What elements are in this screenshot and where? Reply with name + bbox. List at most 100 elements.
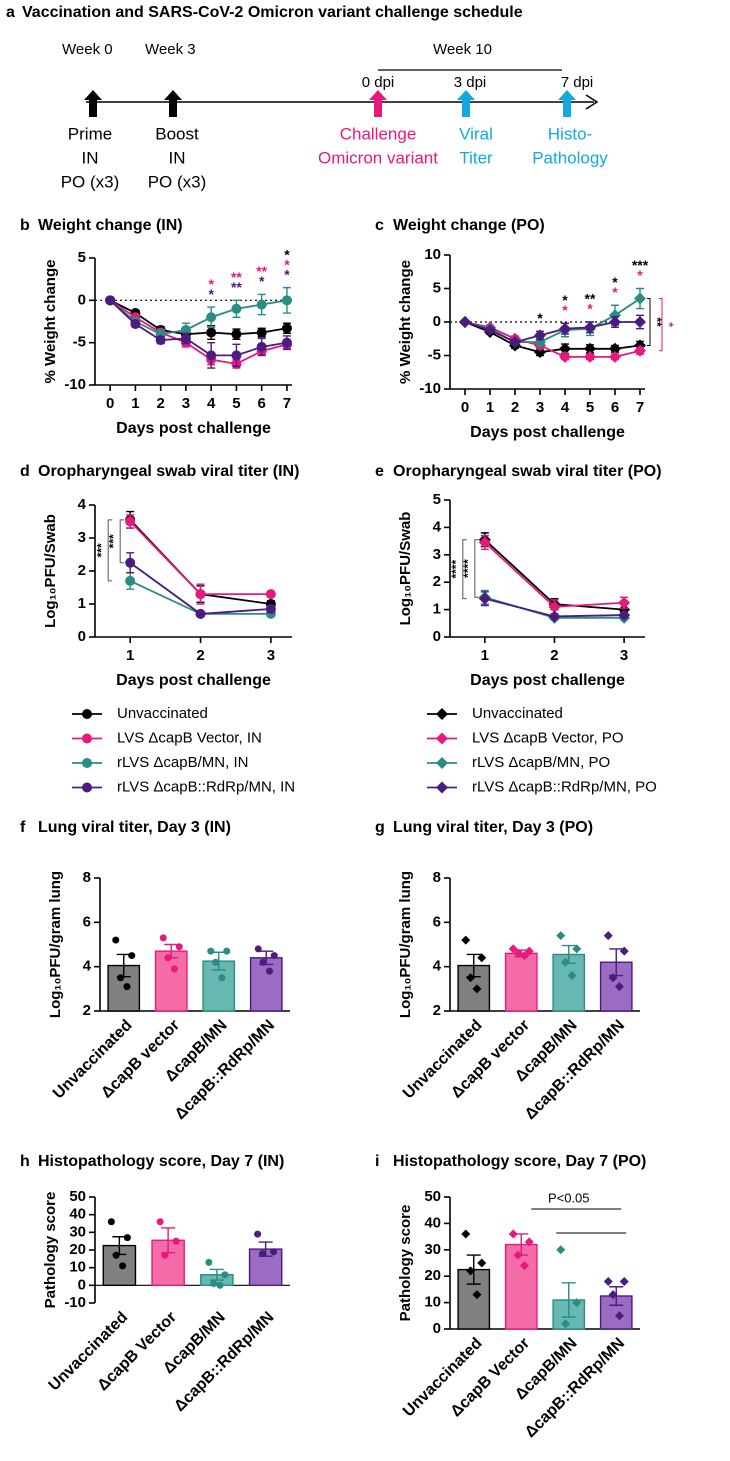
y-tick-label: 1 — [433, 601, 441, 618]
marker — [82, 782, 92, 793]
significance: * — [208, 286, 214, 302]
y-axis-label: Log₁₀PFU/gram lung — [47, 871, 64, 1018]
panel-letter: d — [20, 463, 30, 480]
y-tick-label: 50 — [69, 1188, 86, 1205]
y-tick-label: 2 — [78, 562, 86, 579]
y-tick-label: 4 — [433, 958, 442, 975]
y-tick-label: -10 — [64, 1294, 86, 1311]
arrow — [84, 90, 102, 117]
marker — [603, 931, 613, 941]
significance: * — [259, 273, 265, 289]
week-label: Week 10 — [433, 41, 492, 58]
marker — [556, 1245, 566, 1255]
significance: ** — [231, 279, 242, 295]
marker — [218, 974, 226, 982]
y-tick-label: 2 — [83, 1002, 91, 1019]
marker — [172, 1237, 180, 1245]
marker — [231, 329, 242, 340]
week-label: Week 0 — [62, 41, 113, 58]
panel-title: Oropharyngeal swab viral titer (PO) — [393, 463, 662, 480]
y-tick-label: -5 — [428, 346, 441, 363]
step-label: PO (x3) — [61, 172, 120, 191]
arrow — [558, 90, 576, 117]
marker — [82, 758, 92, 768]
y-tick-label: 8 — [83, 869, 91, 886]
marker — [258, 1250, 266, 1258]
step-label: Omicron variant — [318, 148, 438, 167]
marker — [206, 350, 217, 361]
marker — [559, 350, 571, 363]
x-tick-label: 3 — [620, 647, 628, 664]
marker — [618, 609, 631, 622]
x-tick-label: 7 — [283, 395, 291, 412]
y-tick-label: 30 — [69, 1223, 86, 1240]
y-axis-label: % Weight change — [397, 260, 414, 384]
marker — [477, 1258, 487, 1268]
marker — [634, 316, 646, 328]
marker — [195, 589, 206, 600]
marker — [231, 350, 242, 361]
marker — [130, 319, 141, 330]
marker — [484, 324, 496, 337]
legend-label: rLVS ΔcapB/MN, IN — [117, 754, 248, 771]
significance: **** — [449, 560, 463, 579]
marker — [609, 342, 621, 355]
y-tick-label: 30 — [424, 1241, 441, 1258]
x-axis-label: Days post challenge — [470, 424, 625, 441]
y-tick-label: 2 — [433, 573, 441, 590]
dpi-label: 7 dpi — [561, 74, 594, 91]
marker — [584, 321, 596, 334]
error-bar — [609, 1286, 624, 1306]
step-label: Titer — [459, 148, 493, 167]
x-tick-label: 3 — [182, 395, 190, 412]
marker — [155, 335, 166, 346]
bar — [504, 1243, 538, 1330]
y-tick-label: 10 — [69, 1259, 86, 1276]
marker — [206, 327, 217, 338]
timeline-arrow — [585, 94, 599, 110]
marker — [548, 610, 561, 623]
bracket — [462, 539, 467, 600]
marker — [159, 934, 167, 942]
x-tick-label: 1 — [481, 647, 489, 664]
x-tick-label: 7 — [636, 399, 644, 416]
y-tick-label: -5 — [73, 334, 86, 351]
x-tick-label: 2 — [196, 647, 204, 664]
marker — [513, 1250, 523, 1260]
marker — [164, 954, 172, 962]
marker — [548, 600, 561, 613]
marker — [210, 1280, 218, 1288]
x-tick-label: 4 — [561, 399, 570, 416]
marker — [519, 1261, 529, 1271]
y-tick-label: 0 — [78, 1276, 86, 1293]
significance: * — [662, 322, 676, 327]
y-tick-label: 8 — [433, 869, 441, 886]
legend-label: rLVS ΔcapB/MN, PO — [472, 754, 610, 771]
panel-letter: c — [375, 217, 384, 234]
panel-title: Histopathology score, Day 7 (IN) — [38, 1153, 284, 1170]
marker — [436, 781, 448, 794]
marker — [559, 322, 571, 335]
marker — [128, 952, 136, 960]
marker — [561, 1319, 571, 1329]
bar — [154, 950, 188, 1012]
marker — [270, 1248, 278, 1256]
marker — [206, 312, 217, 323]
panel-letter: e — [375, 463, 384, 480]
bracket — [659, 298, 663, 352]
significance: * — [612, 274, 618, 290]
marker — [472, 984, 482, 994]
marker — [584, 342, 596, 355]
marker — [231, 303, 242, 314]
marker — [509, 336, 521, 349]
y-axis-label: Log₁₀PFU/gram lung — [397, 871, 414, 1018]
marker — [112, 936, 120, 944]
annotation: P<0.05 — [548, 1190, 590, 1205]
y-tick-label: 20 — [69, 1241, 86, 1258]
marker — [254, 945, 262, 953]
marker — [216, 1281, 224, 1289]
marker — [105, 295, 116, 306]
significance: ** — [256, 263, 267, 279]
step-label: IN — [82, 148, 99, 167]
marker — [584, 350, 596, 363]
